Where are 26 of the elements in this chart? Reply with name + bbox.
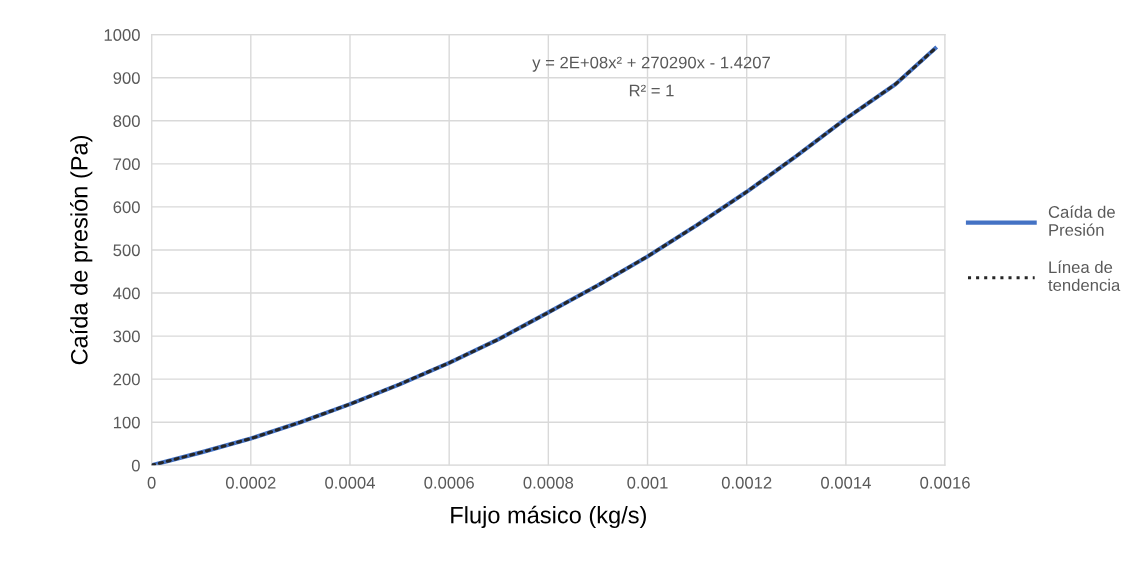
y-tick-label: 100 [113, 416, 140, 429]
x-tick-label: 0.001 [627, 476, 668, 489]
legend-label: Línea de tendencia [1048, 260, 1121, 292]
x-tick-label: 0.0002 [225, 476, 276, 489]
x-tick-label: 0.0016 [920, 476, 970, 489]
y-tick-label: 400 [113, 287, 140, 300]
y-axis-title: Caída de presión (Pa) [70, 135, 93, 365]
x-tick-label: 0.0006 [424, 476, 474, 489]
y-tick-label: 0 [131, 459, 140, 472]
y-tick-label: 300 [113, 330, 140, 343]
y-tick-label: 900 [113, 72, 140, 84]
legend-label: Caída de Presión [1048, 205, 1115, 236]
x-axis-title: Flujo másico (kg/s) [451, 505, 646, 529]
x-tick-label: 0 [147, 476, 156, 489]
y-tick-label: 600 [113, 201, 140, 214]
annotation: R² = 1 [629, 84, 674, 97]
x-tick-label: 0.0014 [821, 476, 871, 489]
x-tick-label: 0.0012 [721, 476, 772, 489]
x-tick-label: 0.0008 [523, 476, 574, 489]
y-tick-label: 800 [113, 115, 140, 128]
annotation: y = 2E+08x² + 270290x - 1.4207 [532, 56, 770, 72]
y-tick-label: 700 [113, 158, 140, 171]
y-tick-label: 1000 [104, 29, 140, 41]
y-tick-label: 200 [113, 373, 140, 386]
y-tick-label: 500 [113, 244, 140, 257]
x-tick-label: 0.0004 [325, 476, 375, 489]
